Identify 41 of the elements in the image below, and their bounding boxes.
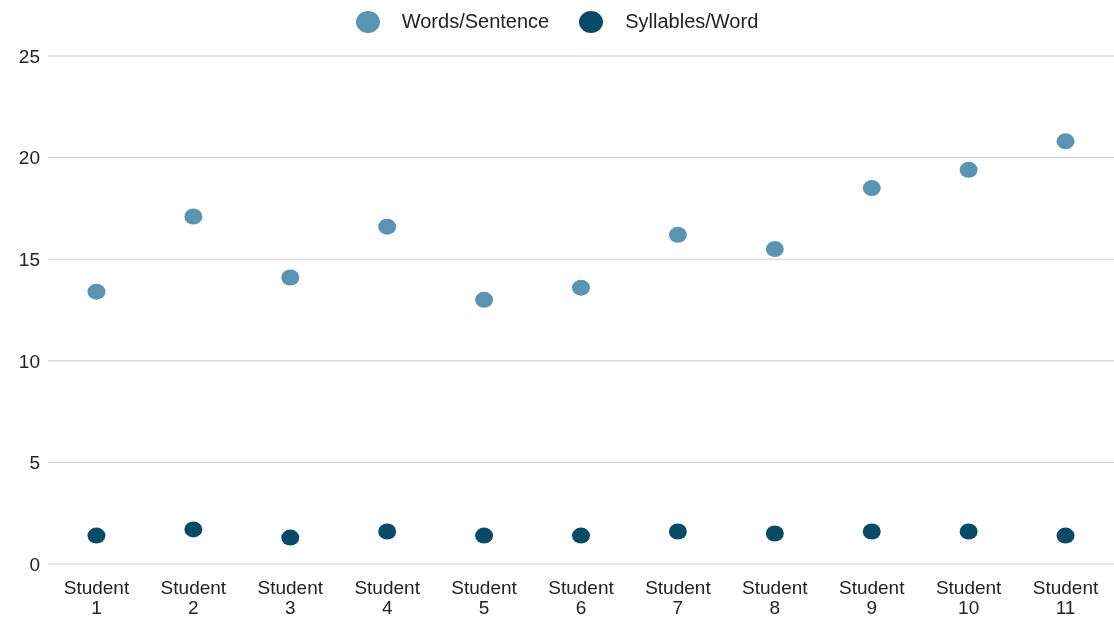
point xyxy=(378,523,397,540)
point xyxy=(765,241,784,258)
point xyxy=(281,529,300,546)
point xyxy=(668,523,687,540)
point xyxy=(1056,133,1075,150)
point xyxy=(184,521,203,538)
point xyxy=(475,291,494,308)
point xyxy=(668,226,687,243)
point xyxy=(475,527,494,544)
y-tick-label: 0 xyxy=(29,553,40,575)
x-tick-label: Student 3 xyxy=(257,577,324,618)
x-tick-label: Student 1 xyxy=(63,577,130,618)
point xyxy=(281,269,300,286)
y-tick-label: 5 xyxy=(29,452,40,474)
point xyxy=(87,283,106,300)
x-tick-label: Student 4 xyxy=(354,577,421,618)
x-tick-label: Student 9 xyxy=(838,577,906,618)
legend-label: Syllables/Word xyxy=(625,10,759,33)
point xyxy=(1056,527,1075,544)
x-tick-label: Student 10 xyxy=(935,577,1003,618)
y-tick-label: 20 xyxy=(18,147,40,169)
point xyxy=(765,525,784,542)
x-tick-label: Student 7 xyxy=(645,577,712,618)
x-tick-label: Student 8 xyxy=(742,577,809,618)
point xyxy=(87,527,106,544)
y-tick-label: 15 xyxy=(18,248,40,270)
point xyxy=(862,523,881,540)
point xyxy=(862,180,881,197)
x-tick-label: Student 5 xyxy=(451,577,518,618)
y-tick-label: 25 xyxy=(18,45,40,67)
point xyxy=(572,279,590,296)
y-tick-label: 10 xyxy=(18,350,40,372)
legend-label: Words/Sentence xyxy=(401,10,550,33)
point xyxy=(959,161,978,178)
x-tick-label: Student 11 xyxy=(1032,577,1100,618)
point xyxy=(572,527,590,544)
point xyxy=(959,523,978,540)
point xyxy=(378,218,397,235)
x-tick-label: Student 6 xyxy=(548,577,615,618)
x-tick-label: Student 2 xyxy=(160,577,227,618)
point xyxy=(184,208,203,225)
